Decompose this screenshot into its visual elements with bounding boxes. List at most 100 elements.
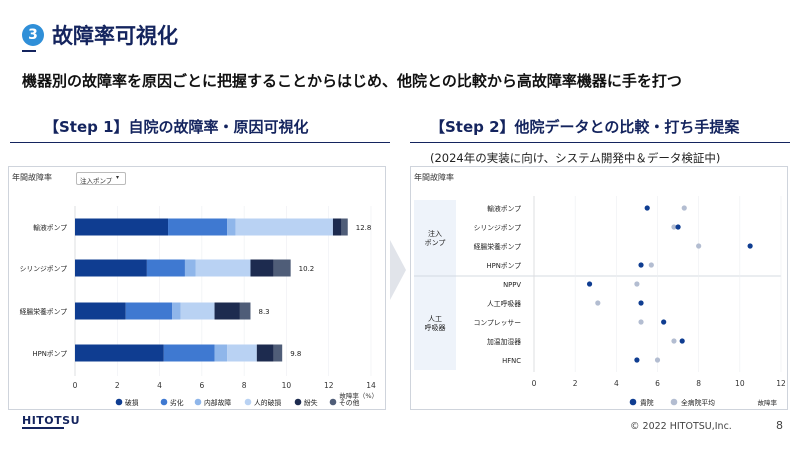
legend-label: 紛失 (304, 398, 318, 407)
legend-label: 劣化 (170, 398, 184, 407)
legend-label: 全病院平均 (681, 398, 715, 407)
legend-label: 人的破損 (254, 398, 281, 407)
step1-heading: 【Step 1】自院の故障率・原因可視化 (44, 118, 309, 136)
category-label: NPPV (503, 281, 521, 289)
device-type-dropdown[interactable]: 注入ポンプ (76, 172, 126, 185)
legend-marker (115, 398, 123, 406)
group-band-ventilator (414, 276, 456, 370)
page-subtitle: 機器別の故障率を原因ごとに把握することからはじめ、他院との比較から高故障率機器に… (22, 72, 682, 90)
dot-貴院 (638, 262, 644, 268)
category-label: 経腸栄養ポンプ (474, 242, 522, 251)
dot-貴院 (638, 300, 644, 306)
legend-marker (670, 398, 678, 406)
dot-貴院 (634, 357, 640, 363)
x-tick-label: 6 (199, 381, 204, 390)
category-label: HFNC (502, 357, 521, 365)
x-tick-label: 6 (655, 379, 660, 388)
x-tick-label: 8 (696, 379, 701, 388)
bar-segment-破損 (75, 302, 126, 320)
logo-underline (22, 427, 64, 429)
x-tick-label: 4 (157, 381, 162, 390)
bar-segment-紛失 (214, 302, 240, 320)
bar-segment-破損 (75, 344, 164, 362)
legend-marker (294, 398, 302, 406)
x-tick-label: 4 (614, 379, 619, 388)
dot-全病院平均 (638, 319, 644, 325)
legend-label: 破損 (125, 398, 139, 407)
copyright-text: © 2022 HITOTSU,Inc. (630, 421, 732, 432)
category-label: 輸液ポンプ (487, 204, 521, 213)
bar-segment-内部故障 (214, 344, 228, 362)
bar-segment-内部故障 (172, 302, 181, 320)
x-tick-label: 8 (242, 381, 247, 390)
company-logo: HITOTSU (22, 414, 81, 427)
bar-segment-内部故障 (227, 218, 236, 236)
dot-貴院 (679, 338, 685, 344)
x-tick-label: 10 (282, 381, 292, 390)
x-tick-label: 12 (324, 381, 334, 390)
bar-segment-破損 (75, 259, 147, 277)
group-label-line: ポンプ (425, 239, 446, 247)
bar-segment-劣化 (125, 302, 173, 320)
dot-貴院 (747, 243, 753, 249)
panel1-title: 年間故障率 (12, 173, 52, 182)
category-label: 加温加湿器 (487, 337, 521, 346)
legend-marker (194, 398, 202, 406)
bar-segment-人的破損 (180, 302, 215, 320)
bar-total-label: 8.3 (258, 308, 269, 316)
bar-segment-その他 (273, 344, 283, 362)
x-tick-label: 0 (532, 379, 537, 388)
step2-divider (410, 142, 790, 143)
legend-label: その他 (339, 398, 360, 407)
dot-貴院 (675, 224, 681, 230)
x-tick-label: 12 (776, 379, 786, 388)
page-number: 8 (776, 419, 783, 432)
category-label: HPNポンプ (487, 262, 522, 270)
bar-segment-その他 (239, 302, 251, 320)
legend-marker (329, 398, 337, 406)
category-label: 経腸栄養ポンプ (20, 307, 68, 316)
category-label: 人工呼吸器 (487, 299, 521, 308)
dot-全病院平均 (634, 281, 640, 287)
category-label: 輸液ポンプ (33, 223, 67, 232)
x-tick-label: 2 (115, 381, 120, 390)
bar-segment-劣化 (163, 344, 215, 362)
group-label-line: 人工 (428, 315, 442, 323)
dot-貴院 (644, 205, 650, 211)
group-band-infusion (414, 200, 456, 276)
category-label: シリンジポンプ (474, 224, 522, 232)
dot-貴院 (661, 319, 667, 325)
bar-total-label: 10.2 (299, 265, 315, 273)
dot-貴院 (586, 281, 593, 287)
bar-segment-劣化 (146, 259, 185, 277)
bar-segment-人的破損 (195, 259, 251, 277)
dot-全病院平均 (671, 338, 677, 344)
dot-全病院平均 (696, 243, 702, 249)
bar-segment-紛失 (256, 344, 274, 362)
bar-segment-その他 (273, 259, 291, 277)
section-number-badge: 3 (22, 24, 44, 46)
x-axis-label: 故障率（%） (339, 391, 378, 400)
dot-全病院平均 (671, 224, 677, 230)
bar-segment-内部故障 (184, 259, 196, 277)
step1-divider (10, 142, 390, 143)
step2-heading: 【Step 2】他院データとの比較・打ち手提案 (430, 118, 740, 136)
step2-note: (2024年の実装に向け、システム開発中＆データ検証中) (430, 151, 721, 165)
bar-segment-破損 (75, 218, 169, 236)
x-axis-label: 故障率 (758, 398, 778, 407)
x-tick-label: 2 (573, 379, 578, 388)
title-underline (22, 50, 36, 52)
category-label: HPNポンプ (33, 350, 68, 358)
legend-label: 貴院 (640, 398, 654, 407)
stacked-bar-panel (8, 166, 386, 410)
legend-marker (160, 398, 168, 406)
chevron-down-icon[interactable]: ▾ (116, 174, 120, 181)
bar-segment-劣化 (168, 218, 228, 236)
bar-segment-その他 (341, 218, 348, 236)
bar-total-label: 9.8 (290, 350, 301, 358)
chevron-right-arrow-icon (390, 240, 406, 300)
page-title: 故障率可視化 (52, 24, 178, 48)
bar-segment-人的破損 (227, 344, 257, 362)
